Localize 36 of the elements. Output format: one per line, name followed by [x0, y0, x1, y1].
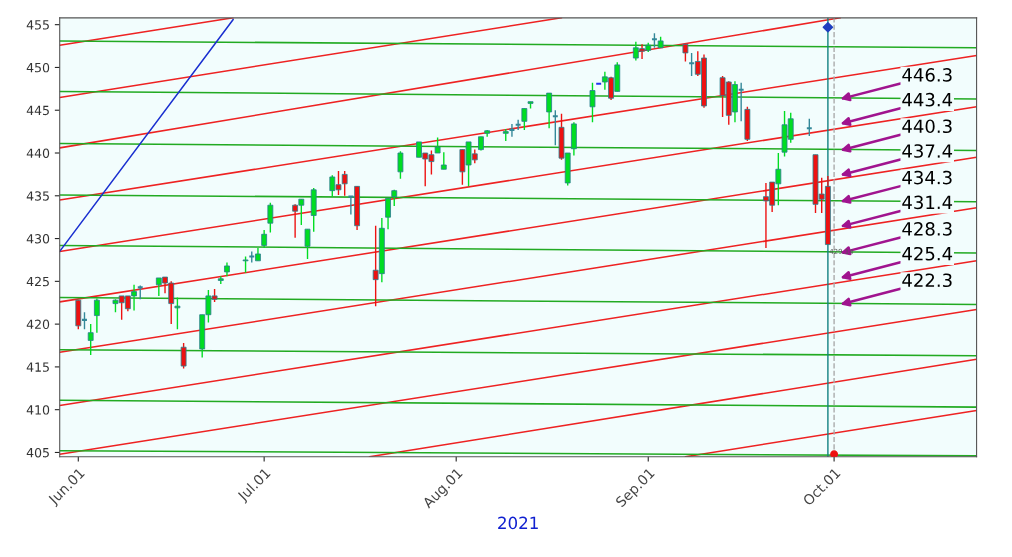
annotation: 428.3 [902, 222, 952, 236]
candlestick [546, 92, 553, 129]
candlestick [267, 201, 274, 234]
annotation: 434.3 [902, 170, 952, 185]
y-tick-label: 430 [26, 234, 50, 244]
candlestick [521, 107, 528, 131]
annotation: 437.4 [902, 144, 953, 158]
x-axis-title: 2021 [498, 516, 538, 530]
candlestick [180, 342, 187, 370]
candlestick [87, 323, 94, 356]
candlestick [385, 197, 391, 230]
y-tick-label: 435 [26, 191, 49, 201]
y-tick-label: 405 [26, 447, 49, 458]
annotation: 440.3 [902, 119, 952, 134]
candlestick [93, 297, 100, 334]
y-tick-label: 425 [26, 276, 49, 287]
annotation: 422.3 [902, 273, 952, 288]
candlestick [397, 150, 404, 180]
candlestick [341, 170, 348, 197]
candlestick [514, 118, 522, 131]
annotation: 431.4 [902, 195, 953, 210]
y-tick-label: 410 [26, 405, 50, 415]
y-tick-label: 440 [26, 148, 50, 158]
y-tick-label: 450 [26, 62, 50, 73]
candlestick [174, 296, 181, 330]
annotation: 425.4 [902, 246, 953, 261]
annotation: 446.3 [902, 68, 952, 82]
candlestick [551, 109, 559, 147]
y-tick-label: 415 [26, 362, 49, 372]
candlestick [508, 123, 516, 138]
y-tick-label: 420 [26, 319, 50, 330]
y-tick-label: 455 [26, 20, 49, 30]
candlestick [589, 82, 596, 123]
annotation: 443.4 [902, 92, 953, 107]
candlestick [304, 228, 311, 260]
y-tick-label: 445 [26, 105, 49, 116]
